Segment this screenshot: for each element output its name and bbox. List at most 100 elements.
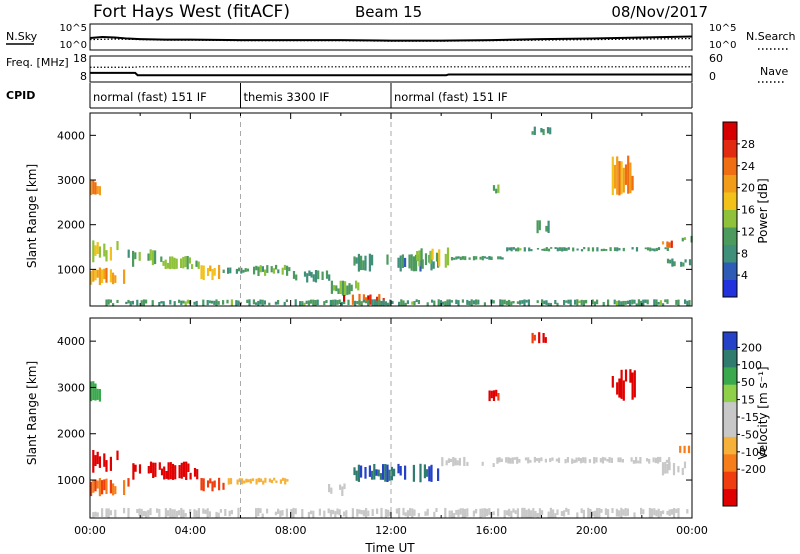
power-cell <box>209 265 212 272</box>
velocity-cell <box>472 510 475 517</box>
power-cell <box>613 247 617 252</box>
velocity-cell <box>365 508 368 518</box>
velocity-cell <box>312 510 315 518</box>
velocity-cell <box>237 507 240 518</box>
velocity-cell <box>184 513 187 517</box>
power-cell <box>412 256 415 272</box>
velocity-cell <box>479 508 482 518</box>
velocity-xtick-label: 12:00 <box>375 524 407 537</box>
velocity-cell <box>330 487 333 494</box>
power-cell <box>556 247 559 252</box>
velocity-cell <box>419 463 422 483</box>
velocity-cell <box>402 507 405 516</box>
velocity-cell <box>529 459 532 463</box>
power-cell <box>261 266 264 272</box>
velocity-colorbar-bin <box>723 471 737 490</box>
velocity-cell <box>112 483 115 496</box>
velocity-cell <box>533 334 536 341</box>
power-cell <box>305 300 308 304</box>
velocity-cell <box>541 510 544 515</box>
velocity-cell <box>228 510 231 517</box>
velocity-cell <box>527 508 530 518</box>
velocity-cell <box>98 389 101 402</box>
power-cell <box>107 299 110 305</box>
power-cell <box>633 299 636 304</box>
velocity-cell <box>452 457 455 467</box>
power-cell <box>145 299 148 304</box>
velocity-cell <box>375 469 378 476</box>
power-colorbar-label: 12 <box>741 225 755 238</box>
power-cell <box>268 302 271 306</box>
power-colorbar-bin <box>723 262 737 280</box>
power-cell <box>261 299 264 306</box>
power-cell <box>497 256 500 260</box>
power-cell <box>563 247 566 251</box>
velocity-cell <box>259 478 263 482</box>
power-cell <box>295 274 298 281</box>
power-cell <box>378 294 381 305</box>
velocity-cell <box>167 510 170 517</box>
velocity-cell <box>286 479 289 482</box>
power-cell <box>591 247 595 252</box>
power-cell <box>600 248 603 252</box>
velocity-cell <box>666 463 669 474</box>
power-cell <box>448 299 451 306</box>
power-cell <box>368 253 371 272</box>
power-cell <box>229 267 232 274</box>
power-cell <box>116 241 119 251</box>
power-cell <box>501 257 504 260</box>
power-cell <box>576 248 579 251</box>
power-cell <box>169 256 172 270</box>
velocity-cell <box>544 458 547 463</box>
power-cell <box>490 256 493 260</box>
velocity-cell <box>587 507 590 518</box>
power-cell <box>92 240 95 263</box>
power-cell <box>596 299 599 305</box>
velocity-cell <box>542 333 545 343</box>
power-cell <box>98 267 101 285</box>
power-cell <box>622 300 625 306</box>
velocity-cell <box>668 509 671 517</box>
velocity-cell <box>659 456 662 462</box>
velocity-cell <box>622 509 625 516</box>
power-cell <box>360 255 363 271</box>
velocity-xtick-label: 08:00 <box>275 524 307 537</box>
velocity-cell <box>411 508 414 518</box>
power-cell <box>627 155 630 194</box>
power-cell <box>433 300 436 306</box>
power-cell <box>391 300 394 304</box>
power-cell <box>114 275 117 283</box>
noise-panel-frame <box>89 23 693 51</box>
power-cell <box>360 301 363 306</box>
power-cell <box>127 299 130 304</box>
power-colorbar-label: 24 <box>741 160 755 173</box>
power-cell <box>376 296 379 305</box>
power-cell <box>335 285 338 292</box>
velocity-cell <box>549 458 552 463</box>
power-cell <box>450 300 453 303</box>
power-cell <box>96 269 99 278</box>
power-cell <box>455 299 458 304</box>
velocity-cell <box>204 509 207 514</box>
velocity-cell <box>426 469 429 477</box>
power-cell <box>536 248 540 250</box>
power-cell <box>483 256 487 259</box>
velocity-cell <box>200 478 203 491</box>
power-region <box>536 220 550 234</box>
velocity-cell <box>532 508 535 518</box>
power-cell <box>105 299 108 306</box>
velocity-cell <box>219 509 222 513</box>
power-cell <box>523 299 526 306</box>
velocity-cell <box>114 486 117 495</box>
velocity-cell <box>618 378 621 398</box>
power-cell <box>356 301 359 305</box>
velocity-cell <box>393 468 396 477</box>
power-cell <box>512 301 515 304</box>
power-cell <box>213 268 216 276</box>
power-cell <box>497 184 500 193</box>
velocity-cell <box>492 390 496 401</box>
power-cell <box>536 220 539 234</box>
power-colorbar-label: 16 <box>741 204 755 217</box>
velocity-cell <box>538 508 541 517</box>
velocity-cell <box>454 457 457 466</box>
